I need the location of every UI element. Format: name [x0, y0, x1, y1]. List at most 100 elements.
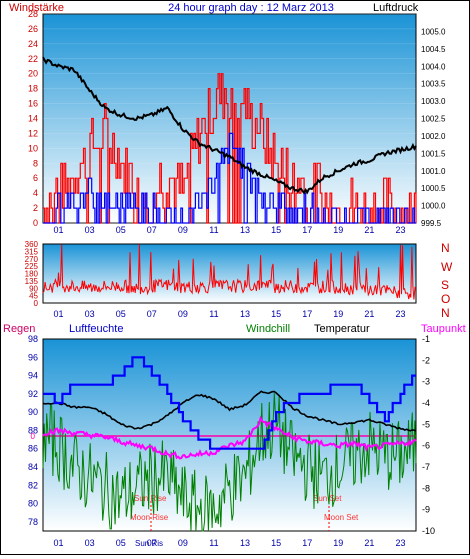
x-tick-label-bottom-17: 17: [302, 538, 312, 548]
chart-title: 24 hour graph day : 12 Marz 2013: [168, 2, 334, 14]
x-tick-label-middle-03: 03: [85, 309, 95, 319]
legend-taupunkt: Taupunkt: [421, 323, 466, 335]
x-tick-label-top-17: 17: [302, 225, 312, 235]
direction-y-tick-label: 360: [25, 240, 39, 249]
series-line-temperatur: [42, 390, 417, 432]
direction-label-n-bottom: N: [441, 306, 450, 320]
legend-temperatur: Temperatur: [314, 323, 370, 335]
x-tick-label-top-21: 21: [364, 225, 374, 235]
wind-y-tick-label: 4: [33, 188, 38, 198]
direction-y-tick-label: 315: [25, 247, 39, 256]
x-tick-label-bottom-03: 03: [85, 538, 95, 548]
temperature-y-tick-label: -1: [422, 334, 430, 344]
wind-direction-plot-area: [42, 243, 417, 304]
x-tick-label-top-01: 01: [54, 225, 64, 235]
pressure-y-tick-label: 1001.0: [421, 167, 446, 176]
x-tick-label-top-15: 15: [271, 225, 281, 235]
direction-y-tick-label: 270: [25, 255, 39, 264]
x-tick-label-bottom-13: 13: [240, 538, 250, 548]
wind-y-tick-label: 12: [28, 128, 38, 138]
series-line-luftfeuchte: [43, 356, 416, 450]
pressure-axis-title: Luftdruck: [373, 2, 419, 14]
x-tick-label-middle-05: 05: [116, 309, 126, 319]
wind-axis-title: Windstärke: [9, 2, 64, 14]
pressure-y-tick-label: 999.5: [421, 219, 442, 228]
humidity-y-tick-label: 84: [28, 462, 38, 472]
wind-y-tick-label: 26: [28, 24, 38, 34]
temperature-humidity-plot-area: [42, 338, 417, 532]
x-tick-label-middle-09: 09: [178, 309, 188, 319]
direction-y-tick-label: 225: [25, 262, 39, 271]
sun-set-label: Sun Set: [313, 494, 342, 503]
temperature-y-tick-label: -8: [422, 483, 430, 493]
x-tick-label-top-07: 07: [147, 225, 157, 235]
rain-zero-label: 0: [31, 432, 36, 441]
sun-rise-label: Sun Rise: [134, 494, 167, 503]
direction-y-tick-label: 45: [29, 292, 38, 301]
x-tick-label-middle-15: 15: [271, 309, 281, 319]
x-tick-label-top-09: 09: [178, 225, 188, 235]
temperature-y-tick-label: -5: [422, 419, 430, 429]
x-tick-label-bottom-05: 05: [116, 538, 126, 548]
direction-label-n-top: N: [441, 241, 450, 255]
series-line-windchill: [42, 393, 417, 532]
sun-ris-axis-label: Sun Ris: [135, 539, 163, 548]
legend-luftfeuchte: Luftfeuchte: [69, 323, 123, 335]
x-tick-label-middle-17: 17: [302, 309, 312, 319]
x-tick-label-middle-19: 19: [333, 309, 343, 319]
wind-y-tick-label: 18: [28, 84, 38, 94]
pressure-y-tick-label: 1003.5: [421, 80, 446, 89]
x-tick-label-bottom-19: 19: [333, 538, 343, 548]
wind-y-tick-label: 14: [28, 114, 38, 124]
direction-y-tick-label: 90: [29, 284, 38, 293]
x-tick-label-top-11: 11: [209, 225, 218, 235]
direction-y-tick-label: 135: [25, 277, 39, 286]
x-tick-label-top-13: 13: [240, 225, 250, 235]
wind-y-tick-label: 22: [28, 54, 38, 64]
x-tick-label-middle-13: 13: [240, 309, 250, 319]
humidity-y-tick-label: 92: [28, 389, 38, 399]
humidity-y-tick-label: 96: [28, 352, 38, 362]
humidity-y-tick-label: 94: [28, 371, 38, 381]
pressure-y-tick-label: 1004.5: [421, 45, 446, 54]
x-tick-label-middle-11: 11: [209, 309, 218, 319]
wind-y-tick-label: 28: [28, 9, 38, 19]
temperature-y-tick-label: -3: [422, 377, 430, 387]
temperature-y-tick-label: -10: [422, 526, 435, 536]
x-tick-label-middle-23: 23: [395, 309, 405, 319]
x-tick-label-middle-07: 07: [147, 309, 157, 319]
temperature-y-tick-label: -7: [422, 462, 430, 472]
x-tick-label-bottom-23: 23: [395, 538, 405, 548]
wind-y-tick-label: 24: [28, 39, 38, 49]
direction-label-w: W: [441, 260, 453, 274]
wind-y-tick-label: 6: [33, 173, 38, 183]
temperature-y-tick-label: -4: [422, 398, 430, 408]
wind-y-tick-label: 2: [33, 203, 38, 213]
pressure-y-tick-label: 1001.5: [421, 149, 446, 158]
direction-y-tick-label: 0: [34, 299, 39, 308]
wind-y-tick-label: 16: [28, 99, 38, 109]
x-tick-label-top-23: 23: [395, 225, 405, 235]
humidity-y-tick-label: 86: [28, 444, 38, 454]
moon-rise-label: Moon Rise: [130, 513, 169, 522]
series-line-taupunkt: [42, 415, 417, 460]
wind-y-tick-label: 0: [33, 218, 38, 228]
series-line-windrichtung: [42, 244, 417, 300]
moon-set-label: Moon Set: [324, 513, 359, 522]
pressure-y-tick-label: 1000.5: [421, 184, 446, 193]
x-tick-label-bottom-15: 15: [271, 538, 281, 548]
pressure-y-tick-label: 1002.0: [421, 132, 446, 141]
humidity-y-tick-label: 98: [28, 334, 38, 344]
x-tick-label-bottom-01: 01: [54, 538, 64, 548]
pressure-y-tick-label: 1003.0: [421, 97, 446, 106]
humidity-y-tick-label: 82: [28, 480, 38, 490]
direction-label-o: O: [441, 292, 450, 306]
temperature-y-tick-label: -2: [422, 355, 430, 365]
x-tick-label-middle-21: 21: [364, 309, 374, 319]
pressure-y-tick-label: 1004.0: [421, 62, 446, 71]
humidity-y-tick-label: 78: [28, 517, 38, 527]
wind-y-tick-label: 8: [33, 158, 38, 168]
x-tick-label-top-05: 05: [116, 225, 126, 235]
x-tick-label-top-19: 19: [333, 225, 343, 235]
